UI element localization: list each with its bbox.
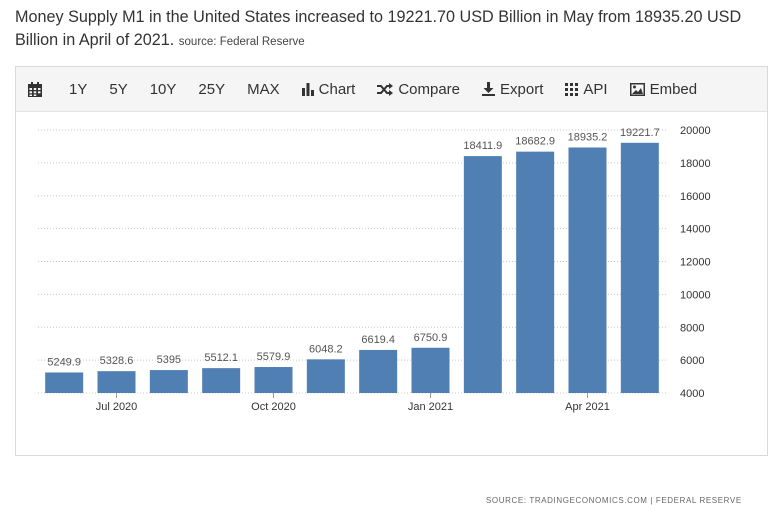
bar xyxy=(359,349,398,393)
shuffle-icon xyxy=(377,82,394,96)
api-button[interactable]: API xyxy=(554,67,618,112)
calendar-button[interactable] xyxy=(26,67,58,112)
chart-source: SOURCE: TRADINGECONOMICS.COM | FEDERAL R… xyxy=(486,496,742,505)
headline: Money Supply M1 in the United States inc… xyxy=(15,6,775,54)
bar xyxy=(620,142,659,393)
bar xyxy=(97,371,136,393)
y-tick-label: 16000 xyxy=(680,191,711,203)
x-tick-label: Apr 2021 xyxy=(565,401,610,413)
export-button[interactable]: Export xyxy=(471,67,554,112)
bar-value-label: 5249.9 xyxy=(47,356,81,368)
bar-value-label: 5395 xyxy=(157,354,181,366)
y-tick-label: 10000 xyxy=(680,289,711,301)
chart-label: Chart xyxy=(318,80,356,98)
y-tick-label: 18000 xyxy=(680,158,711,170)
chart-button[interactable]: Chart xyxy=(291,67,367,112)
bar-value-label: 5328.6 xyxy=(100,355,134,367)
bar xyxy=(254,367,293,393)
image-icon xyxy=(629,82,645,96)
bar-value-label: 6750.9 xyxy=(414,332,448,344)
range-max-label: MAX xyxy=(247,80,280,98)
api-label: API xyxy=(583,80,608,98)
download-icon xyxy=(482,82,496,96)
range-25y-button[interactable]: 25Y xyxy=(187,67,236,112)
y-tick-label: 12000 xyxy=(680,257,711,269)
range-5y-label: 5Y xyxy=(109,80,128,98)
grid-icon xyxy=(565,82,579,96)
x-tick-label: Jul 2020 xyxy=(96,401,138,413)
headline-text: Money Supply M1 in the United States inc… xyxy=(15,8,742,49)
bar-value-label: 18682.9 xyxy=(515,136,555,148)
bar xyxy=(202,368,241,393)
y-tick-label: 6000 xyxy=(680,355,704,367)
y-tick-label: 20000 xyxy=(680,125,711,137)
x-tick-label: Oct 2020 xyxy=(251,401,296,413)
bar-value-label: 6619.4 xyxy=(361,334,395,346)
bar-value-label: 18411.9 xyxy=(463,140,502,152)
compare-label: Compare xyxy=(398,80,461,98)
x-tick-label: Jan 2021 xyxy=(408,401,453,413)
bar-value-label: 5579.9 xyxy=(257,351,291,363)
calendar-icon xyxy=(28,81,42,97)
bar xyxy=(306,359,345,393)
range-25y-label: 25Y xyxy=(198,80,226,98)
bar-value-label: 18935.2 xyxy=(568,132,608,144)
headline-source: source: Federal Reserve xyxy=(178,36,305,48)
bar xyxy=(149,370,188,393)
bar xyxy=(463,156,502,393)
range-10y-button[interactable]: 10Y xyxy=(139,67,188,112)
y-tick-label: 8000 xyxy=(680,322,704,334)
embed-label: Embed xyxy=(649,80,698,98)
bar xyxy=(568,147,607,393)
range-1y-label: 1Y xyxy=(69,80,88,98)
bar-value-label: 19221.7 xyxy=(620,127,660,139)
bar xyxy=(45,372,84,393)
export-label: Export xyxy=(500,80,544,98)
chart-panel: 1Y 5Y 10Y 25Y MAX Chart Compare xyxy=(15,66,768,505)
bar-value-label: 6048.2 xyxy=(309,343,343,355)
y-tick-label: 14000 xyxy=(680,224,711,236)
y-tick-label: 4000 xyxy=(680,388,704,400)
bar-value-label: 5512.1 xyxy=(204,352,238,364)
toolbar: 1Y 5Y 10Y 25Y MAX Chart Compare xyxy=(16,67,767,112)
range-5y-button[interactable]: 5Y xyxy=(98,67,138,112)
embed-button[interactable]: Embed xyxy=(619,67,709,112)
bar xyxy=(411,347,450,393)
bar xyxy=(516,151,555,393)
range-max-button[interactable]: MAX xyxy=(236,67,291,112)
compare-button[interactable]: Compare xyxy=(366,67,471,112)
range-10y-label: 10Y xyxy=(149,80,177,98)
range-1y-button[interactable]: 1Y xyxy=(58,67,98,112)
bar-chart: 4000 6000 8000 10000 12000 14000 16000 18000 200… xyxy=(38,125,711,413)
bar-chart-icon xyxy=(301,82,314,96)
